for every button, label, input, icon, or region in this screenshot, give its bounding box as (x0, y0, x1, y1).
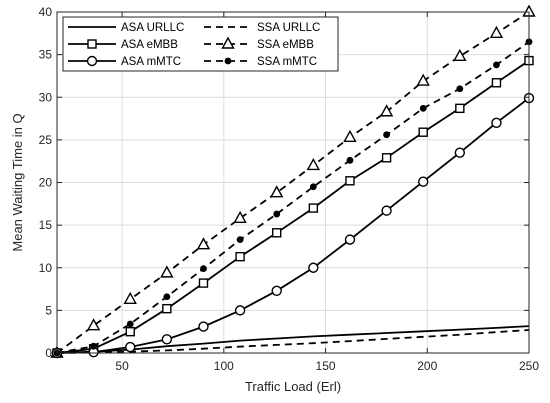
data-point (419, 104, 427, 112)
data-point (160, 265, 174, 278)
data-point (200, 265, 207, 273)
data-point (273, 210, 281, 218)
legend-marker (221, 36, 235, 49)
series-ssa-mmtc (53, 38, 533, 357)
series-line (56, 329, 530, 354)
legend-box (62, 16, 339, 72)
data-point (306, 157, 321, 171)
data-point (383, 131, 390, 139)
data-point (418, 176, 429, 187)
ticks: 0 5 10 15 20 25 30 35 40 50 100 150 200 250 (39, 5, 540, 373)
data-point (163, 293, 171, 301)
x-tick-label: 50 (115, 359, 129, 373)
data-point (125, 341, 136, 353)
data-point (233, 210, 247, 224)
x-tick-label: 100 (214, 359, 234, 373)
data-point (491, 78, 502, 88)
series-line (56, 59, 530, 354)
series-line (56, 41, 530, 354)
data-point (86, 318, 101, 331)
y-tick-label: 30 (39, 90, 53, 104)
data-point (346, 156, 354, 164)
legend-label: ASA URLLC (121, 22, 184, 34)
series-line (56, 325, 530, 354)
y-tick-label: 20 (39, 176, 53, 190)
data-point (198, 278, 209, 288)
y-tick-label: 10 (39, 261, 53, 275)
legend-marker (86, 55, 98, 67)
x-tick-label: 200 (417, 359, 437, 373)
legend-label: ASA eMBB (121, 39, 178, 51)
series-asa-urllc (56, 325, 530, 354)
data-point (416, 73, 430, 86)
data-point (162, 303, 172, 314)
data-point (489, 25, 504, 39)
data-point (90, 342, 98, 350)
data-point (456, 85, 464, 93)
legend: ASA URLLC SSA URLLC ASA eMBB SSA eMBB ASA mM… (62, 16, 339, 72)
data-point (381, 205, 392, 216)
legend-item: SSA eMBB (204, 36, 314, 51)
data-point (161, 334, 173, 345)
y-tick-label: 15 (39, 218, 53, 232)
data-point (308, 262, 319, 273)
data-point (198, 321, 209, 332)
legend-label: SSA URLLC (257, 22, 320, 34)
y-tick-label: 40 (39, 5, 53, 19)
data-point (345, 176, 355, 186)
data-point (235, 251, 245, 262)
data-point (126, 320, 134, 328)
legend-label: SSA mMTC (257, 56, 317, 68)
data-point (272, 228, 282, 238)
data-point (309, 183, 317, 191)
legend-item: ASA URLLC (68, 22, 184, 34)
data-point (271, 285, 282, 296)
data-point (491, 117, 502, 129)
data-point (344, 234, 356, 245)
series-asa-embb (52, 55, 534, 358)
data-point (236, 236, 244, 244)
y-axis-title: Mean Waiting Time in Q (10, 113, 25, 251)
legend-item: SSA mMTC (204, 56, 317, 68)
legend-marker (224, 57, 232, 65)
x-tick-label: 150 (316, 359, 336, 373)
series-line (56, 97, 530, 354)
legend-marker (87, 39, 97, 49)
data-point (418, 127, 428, 137)
legend-item: SSA URLLC (204, 22, 320, 34)
legend-item: ASA mMTC (68, 55, 181, 68)
data-point (196, 237, 211, 250)
y-tick-label: 25 (39, 133, 53, 147)
series-ssa-urllc (56, 329, 530, 354)
legend-label: SSA eMBB (257, 39, 314, 51)
data-point (270, 185, 284, 198)
data-point (379, 104, 394, 117)
data-point (234, 305, 246, 316)
data-point (454, 147, 466, 158)
data-point (125, 326, 135, 337)
x-axis-title: Traffic Load (Erl) (245, 379, 341, 394)
x-tick-label: 250 (519, 359, 539, 373)
y-tick-label: 5 (45, 303, 52, 317)
data-point (453, 48, 467, 62)
data-point (493, 61, 500, 69)
legend-label: ASA mMTC (121, 56, 181, 68)
data-point (343, 129, 357, 143)
y-tick-label: 0 (45, 346, 52, 360)
data-point (455, 103, 465, 114)
legend-item: ASA eMBB (68, 39, 178, 51)
data-point (123, 291, 137, 304)
y-tick-label: 35 (39, 48, 53, 62)
data-point (308, 203, 319, 213)
data-point (381, 153, 392, 163)
